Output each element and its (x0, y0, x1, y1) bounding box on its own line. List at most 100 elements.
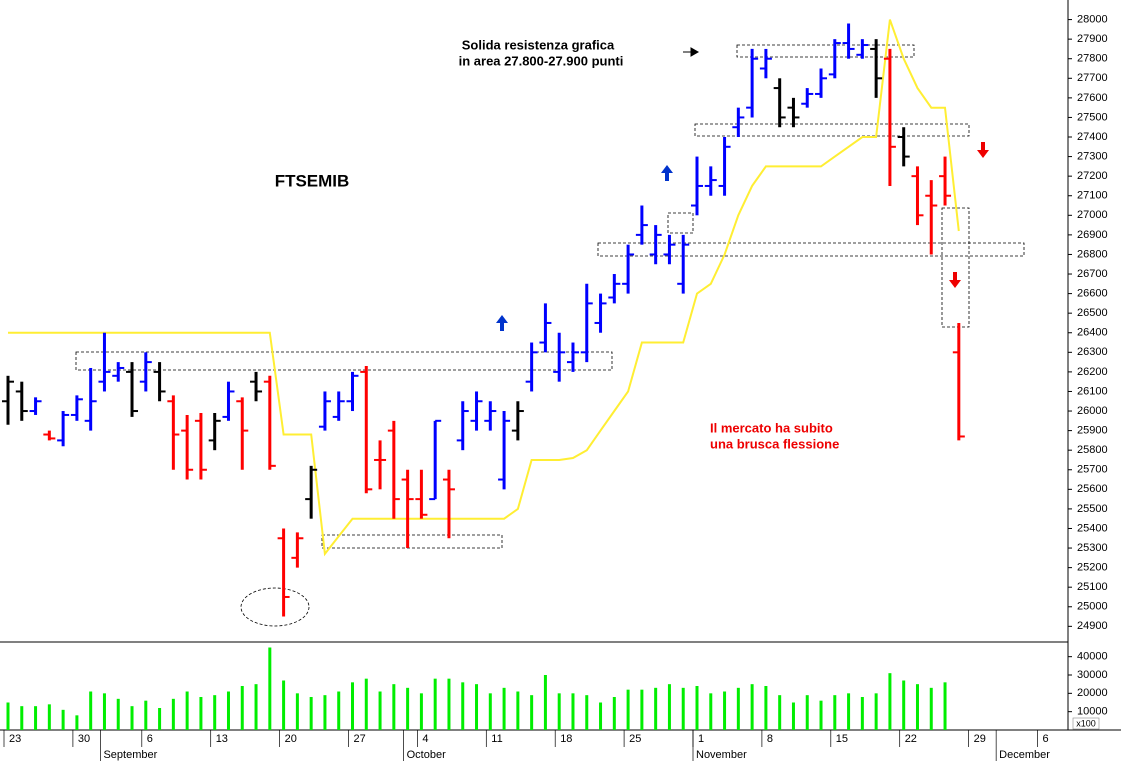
arrow-up (661, 165, 673, 181)
y-tick-label: 25500 (1077, 503, 1108, 515)
month-label: November (696, 749, 747, 761)
volume-bar (695, 686, 699, 730)
volume-bar (599, 702, 603, 730)
y-tick-label: 25700 (1077, 464, 1108, 476)
y-tick-label: 26900 (1077, 229, 1108, 241)
x-tick-label: 20 (285, 733, 297, 745)
volume-bar (116, 698, 120, 730)
volume-bar (226, 691, 230, 730)
x-tick-label: 27 (354, 733, 366, 745)
volume-bar (791, 702, 795, 730)
volume-bar (640, 689, 644, 730)
y-tick-label: 27300 (1077, 150, 1108, 162)
volume-bar (723, 691, 727, 730)
month-label: September (103, 749, 157, 761)
y-tick-label: 27700 (1077, 72, 1108, 84)
x-tick-label: 29 (974, 733, 986, 745)
month-label: October (407, 749, 446, 761)
volume-bar (75, 715, 79, 730)
zone-box (667, 212, 694, 234)
y-tick-label: 26000 (1077, 405, 1108, 417)
zone-box (597, 242, 1025, 257)
volume-bar (805, 695, 809, 730)
volume-bar (902, 680, 906, 730)
volume-bar (419, 693, 423, 730)
x-tick-label: 13 (216, 733, 228, 745)
chart-title: FTSEMIB (275, 171, 350, 190)
annotation: in area 27.800-27.900 punti (459, 53, 624, 68)
y-tick-label: 10000 (1077, 706, 1108, 718)
x-tick-label: 30 (78, 733, 90, 745)
volume-bar (6, 702, 10, 730)
arrow-up (496, 315, 508, 331)
volume-bar (406, 687, 410, 730)
volume-bar (240, 686, 244, 730)
volume-bar (847, 693, 851, 730)
x-tick-label: 25 (629, 733, 641, 745)
volume-bar (171, 698, 175, 730)
volume-bar (888, 673, 892, 730)
volume-bar (571, 693, 575, 730)
volume-bar (61, 709, 65, 730)
volume-bar (102, 693, 106, 730)
y-tick-label: 25800 (1077, 444, 1108, 456)
volume-bar (34, 706, 38, 730)
y-tick-label: 27200 (1077, 170, 1108, 182)
y-tick-label: 25200 (1077, 562, 1108, 574)
y-tick-label: 26400 (1077, 327, 1108, 339)
x-tick-label: 1 (698, 733, 704, 745)
y-tick-label: 25100 (1077, 581, 1108, 593)
y-tick-label: 40000 (1077, 651, 1108, 663)
volume-bar (860, 697, 864, 730)
y-tick-label: 27000 (1077, 209, 1108, 221)
volume-bar (144, 700, 148, 730)
y-tick-label: 26700 (1077, 268, 1108, 280)
volume-bar (213, 695, 217, 730)
volume-bar (475, 684, 479, 730)
volume-bar (337, 691, 341, 730)
volume-bar (874, 693, 878, 730)
x-tick-label: 8 (767, 733, 773, 745)
volume-bar (351, 682, 354, 730)
month-label: December (999, 749, 1050, 761)
volume-bar (295, 693, 299, 730)
volume-bar (364, 678, 368, 730)
volume-bar (654, 687, 658, 730)
volume-bar (447, 678, 451, 730)
volume-bar (185, 691, 189, 730)
volume-bar (268, 647, 272, 730)
y-tick-label: 27500 (1077, 111, 1108, 123)
y-tick-label: 24900 (1077, 620, 1108, 632)
volume-bar (254, 684, 258, 730)
y-tick-label: 26200 (1077, 366, 1108, 378)
x-tick-label: 22 (905, 733, 917, 745)
annotation: una brusca flessione (710, 436, 839, 451)
volume-bar (282, 680, 286, 730)
y-tick-label: 27600 (1077, 92, 1108, 104)
annotation: Il mercato ha subito (710, 420, 833, 435)
volume-bar (378, 691, 382, 730)
volume-bar (681, 687, 685, 730)
volume-bar (130, 706, 134, 730)
unit-box (1072, 717, 1100, 730)
y-tick-label: 26500 (1077, 307, 1108, 319)
volume-bar (778, 695, 782, 730)
volume-bar (943, 682, 947, 730)
y-tick-label: 27400 (1077, 131, 1108, 143)
volume-bar (20, 706, 24, 730)
y-tick-label: 25900 (1077, 425, 1108, 437)
x-tick-label: 6 (147, 733, 153, 745)
volume-bar (323, 695, 327, 730)
volume-bar (667, 684, 671, 730)
volume-bar (557, 693, 561, 730)
volume-bar (736, 687, 740, 730)
y-tick-label: 25000 (1077, 601, 1108, 613)
x-tick-label: 15 (836, 733, 848, 745)
volume-bar (764, 686, 768, 730)
y-tick-label: 27800 (1077, 53, 1108, 65)
y-tick-label: 25400 (1077, 522, 1108, 534)
volume-bar (392, 684, 396, 730)
zone-box (941, 207, 970, 328)
y-tick-label: 27900 (1077, 33, 1108, 45)
